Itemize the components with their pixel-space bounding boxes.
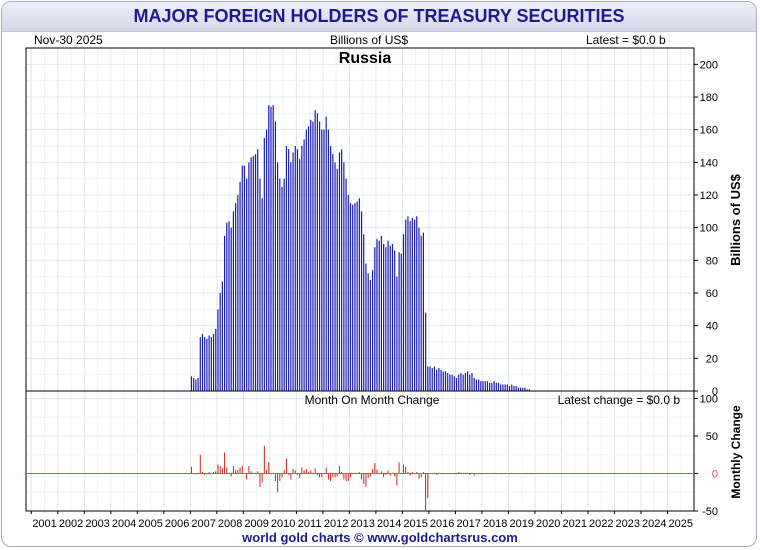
x-tick-label: 2025 <box>669 518 693 530</box>
y-axis-label: Billions of US$ <box>728 173 743 266</box>
holdings-bars <box>190 105 531 391</box>
y2-tick-label: 0 <box>712 469 718 481</box>
series-title: Russia <box>339 50 392 67</box>
x-tick-label: 2014 <box>377 518 401 530</box>
x-tick-label: 2022 <box>589 518 613 530</box>
date-label: Nov-30 2025 <box>34 33 103 47</box>
y-tick-label: 20 <box>706 353 718 365</box>
x-tick-label: 2006 <box>165 518 189 530</box>
y-tick-label: 120 <box>700 190 718 202</box>
y-tick-label: 0 <box>712 386 718 398</box>
x-tick-label: 2024 <box>642 518 666 530</box>
x-tick-label: 2002 <box>59 518 83 530</box>
x-tick-label: 2013 <box>350 518 374 530</box>
x-tick-label: 2008 <box>218 518 242 530</box>
x-tick-label: 2011 <box>298 518 322 530</box>
y-tick-label: 140 <box>700 157 718 169</box>
latest-change-label: Latest change = $0.0 b <box>558 393 681 407</box>
latest-label: Latest = $0.0 b <box>586 33 666 47</box>
grid-lines <box>26 48 694 512</box>
axes: 2001 2002 2003 2004 2005 2006 2007 2008 2009 2010… <box>25 47 718 530</box>
x-tick-label: 2020 <box>536 518 560 530</box>
y-tick-label: 100 <box>700 223 718 235</box>
chart-title: MAJOR FOREIGN HOLDERS OF TREASURY SECURI… <box>2 2 756 32</box>
x-tick-label: 2001 <box>32 518 56 530</box>
x-tick-label: 2004 <box>112 518 136 530</box>
x-tick-label: 2005 <box>138 518 162 530</box>
x-tick-label: 2003 <box>85 518 109 530</box>
x-tick-label: 2023 <box>615 518 639 530</box>
y-tick-label: 40 <box>706 321 718 333</box>
x-tick-label: 2015 <box>403 518 427 530</box>
x-tick-label: 2018 <box>483 518 507 530</box>
units-label: Billions of US$ <box>330 33 409 47</box>
y-tick-label: 60 <box>706 288 718 300</box>
y-tick-label: 80 <box>706 255 718 267</box>
x-tick-label: 2007 <box>191 518 215 530</box>
x-tick-label: 2010 <box>271 518 295 530</box>
plot-border <box>25 47 695 512</box>
x-tick-label: 2016 <box>430 518 454 530</box>
change-bars <box>190 445 533 511</box>
x-tick-label: 2019 <box>509 518 533 530</box>
y2-tick-label: 100 <box>700 394 718 406</box>
y2-tick-label: -50 <box>702 506 718 518</box>
x-tick-label: 2021 <box>562 518 586 530</box>
footer-credit: world gold charts © www.goldchartsrus.co… <box>242 530 518 545</box>
mom-label: Month On Month Change <box>305 393 440 407</box>
x-tick-label: 2017 <box>456 518 480 530</box>
x-tick-label: 2012 <box>324 518 348 530</box>
y2-tick-label: 50 <box>706 431 718 443</box>
y-tick-label: 180 <box>700 92 718 104</box>
x-tick-label: 2009 <box>244 518 268 530</box>
y-tick-label: 200 <box>700 59 718 71</box>
change-axis-label: Monthly Change <box>729 405 743 499</box>
y-tick-label: 160 <box>700 125 718 137</box>
